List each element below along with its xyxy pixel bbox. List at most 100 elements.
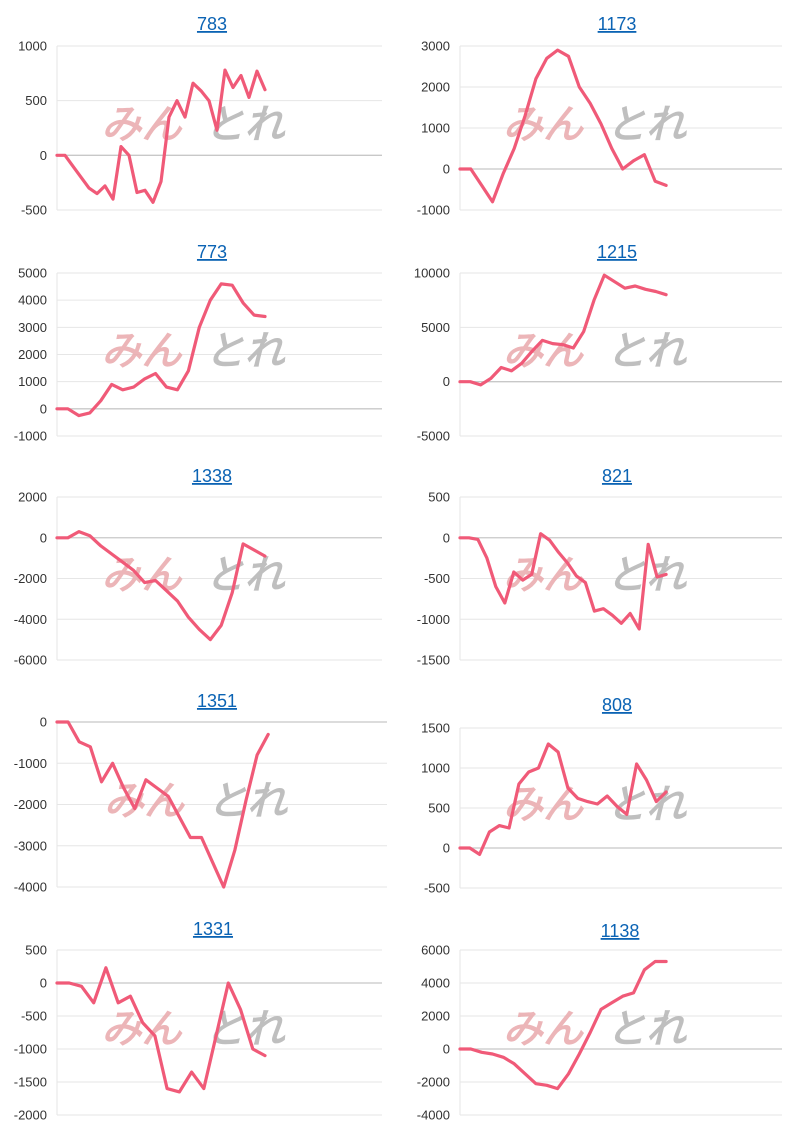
series-line — [55, 529, 267, 642]
y-tick-label: 1000 — [18, 39, 47, 54]
chart-title-link[interactable]: 783 — [197, 14, 227, 34]
y-tick-label: -1000 — [14, 1042, 47, 1057]
y-tick-label: -6000 — [14, 653, 47, 668]
y-tick-label: 500 — [428, 801, 450, 816]
watermark-logo: みん とれ — [503, 329, 687, 375]
watermark-kana-2: とれ — [606, 1007, 687, 1053]
y-tick-label: -1000 — [417, 612, 450, 627]
watermark-logo: みん とれ — [503, 1007, 687, 1053]
watermark-kana: みん — [102, 329, 184, 375]
y-tick-label: -2000 — [14, 797, 47, 812]
series-line — [55, 720, 270, 889]
y-tick-label: 6000 — [421, 943, 450, 958]
y-tick-label: -2000 — [417, 1075, 450, 1090]
y-tick-label: -1000 — [14, 756, 47, 771]
y-tick-label: 2000 — [421, 80, 450, 95]
watermark-logo: みん とれ — [102, 553, 286, 599]
y-tick-label: -1500 — [417, 653, 450, 668]
watermark-logo: みん とれ — [102, 1007, 286, 1053]
y-tick-label: 4000 — [18, 293, 47, 308]
y-tick-label: -1500 — [14, 1075, 47, 1090]
y-tick-label: 1000 — [18, 374, 47, 389]
y-tick-label: -4000 — [417, 1108, 450, 1123]
y-tick-label: -5000 — [417, 429, 450, 444]
chart-panel-783: 783 1000 500 0 -500 みん とれ — [18, 14, 382, 218]
y-tick-label: 0 — [443, 374, 450, 389]
y-tick-label: 0 — [443, 841, 450, 856]
chart-panel-773: 773 5000 4000 3000 2000 1000 0 -1000 みん とれ — [14, 242, 382, 444]
y-tick-label: 4000 — [421, 976, 450, 991]
y-tick-label: -4000 — [14, 612, 47, 627]
y-tick-label: 1000 — [421, 121, 450, 136]
watermark-logo: みん とれ — [102, 102, 286, 148]
chart-panel-821: 821 500 0 -500 -1000 -1500 みん とれ — [417, 466, 782, 668]
y-tick-label: 5000 — [421, 320, 450, 335]
watermark-kana: みん — [102, 553, 184, 599]
y-tick-label: 1000 — [421, 761, 450, 776]
y-tick-label: 5000 — [18, 266, 47, 281]
y-tick-label: 0 — [40, 530, 47, 545]
y-tick-label: -4000 — [14, 880, 47, 895]
y-tick-label: 0 — [40, 148, 47, 163]
y-tick-label: 0 — [40, 976, 47, 991]
chart-title-link[interactable]: 1173 — [598, 14, 637, 34]
y-tick-label: -500 — [424, 881, 450, 896]
y-tick-label: 3000 — [421, 39, 450, 54]
y-tick-label: 500 — [25, 93, 47, 108]
y-tick-label: 1500 — [421, 721, 450, 736]
series-line — [458, 959, 668, 1091]
y-tick-label: 500 — [25, 943, 47, 958]
watermark-kana: みん — [102, 1007, 184, 1053]
chart-panel-1173: 1173 3000 2000 1000 0 -1000 みん とれ — [417, 14, 782, 218]
watermark-kana: みん — [102, 102, 184, 148]
y-tick-label: -500 — [424, 571, 450, 586]
chart-panel-1215: 1215 10000 5000 0 -5000 みん とれ — [414, 242, 782, 444]
y-tick-label: -500 — [21, 1009, 47, 1024]
y-tick-label: -500 — [21, 203, 47, 218]
y-tick-label: 3000 — [18, 320, 47, 335]
y-tick-label: 0 — [443, 530, 450, 545]
y-tick-label: 2000 — [421, 1009, 450, 1024]
y-tick-label: 500 — [428, 490, 450, 505]
watermark-kana-2: とれ — [205, 553, 286, 599]
watermark-kana: みん — [503, 1007, 585, 1053]
chart-panel-1338: 1338 2000 0 -2000 -4000 -6000 みん とれ — [14, 466, 382, 668]
series-line — [458, 273, 668, 387]
y-tick-label: -3000 — [14, 838, 47, 853]
series-line — [55, 966, 267, 1094]
chart-title-link[interactable]: 1331 — [193, 919, 233, 939]
y-tick-label: -2000 — [14, 1108, 47, 1123]
y-tick-label: 2000 — [18, 490, 47, 505]
chart-panel-1138: 1138 6000 4000 2000 0 -2000 -4000 みん とれ — [417, 921, 782, 1123]
chart-panel-1331: 1331 500 0 -500 -1000 -1500 -2000 みん とれ — [14, 919, 382, 1123]
series-line — [55, 282, 267, 418]
series-line — [55, 68, 267, 204]
watermark-logo: みん とれ — [503, 102, 687, 148]
y-tick-label: -1000 — [14, 429, 47, 444]
y-tick-label: 2000 — [18, 347, 47, 362]
chart-title-link[interactable]: 1138 — [601, 921, 640, 941]
y-tick-label: -1000 — [417, 203, 450, 218]
series-line — [458, 48, 668, 204]
series-line — [458, 532, 668, 631]
watermark-kana-2: とれ — [606, 329, 687, 375]
chart-title-link[interactable]: 821 — [602, 466, 632, 486]
chart-title-link[interactable]: 773 — [197, 242, 227, 262]
y-tick-label: 0 — [443, 162, 450, 177]
chart-title-link[interactable]: 1338 — [192, 466, 232, 486]
chart-title-link[interactable]: 808 — [602, 695, 632, 715]
y-tick-label: -2000 — [14, 571, 47, 586]
chart-title-link[interactable]: 1215 — [597, 242, 637, 262]
watermark-kana-2: とれ — [205, 329, 286, 375]
y-tick-label: 0 — [40, 401, 47, 416]
watermark-logo: みん とれ — [503, 553, 687, 599]
y-tick-label: 0 — [40, 715, 47, 730]
watermark-kana-2: とれ — [606, 102, 687, 148]
watermark-logo: みん とれ — [102, 329, 286, 375]
y-tick-label: 0 — [443, 1042, 450, 1057]
watermark-kana-2: とれ — [207, 779, 288, 825]
chart-title-link[interactable]: 1351 — [197, 691, 237, 711]
y-tick-label: 10000 — [414, 266, 450, 281]
